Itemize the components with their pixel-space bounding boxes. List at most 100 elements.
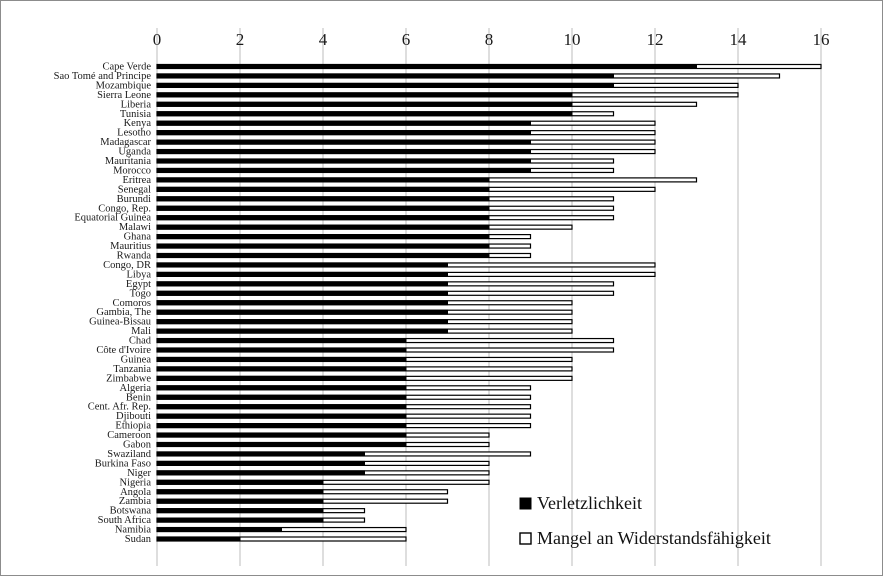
category-label-tunisia: Tunisia [120,109,151,120]
bar-verletzlichkeit-namibia [156,527,282,533]
category-label-rwanda: Rwanda [117,251,152,262]
x-tick-label-2: 2 [236,30,245,49]
bar-verletzlichkeit-tanzania [156,366,407,372]
x-tick-label-14: 14 [730,30,748,49]
bar-verletzlichkeit-mauritania [156,158,531,164]
category-label-sudan: Sudan [125,534,152,545]
category-label-sao-tom-and-principe: Sao Tomé and Principe [54,71,152,82]
legend-label-mangel-an-widerstandsfaehigkeit: Mangel an Widerstandsfähigkeit [537,528,771,548]
bar-verletzlichkeit-south-africa [156,517,324,523]
bar-verletzlichkeit-equatorial-guinea [156,215,490,221]
bar-verletzlichkeit-guinea-bissau [156,319,448,325]
category-label-liberia: Liberia [121,99,152,110]
category-label-nigeria: Nigeria [120,477,152,488]
category-label-mauritania: Mauritania [105,156,151,167]
category-label-uganda: Uganda [118,147,151,158]
bar-verletzlichkeit-congo-dr [156,262,448,268]
category-label-guinea: Guinea [121,354,152,365]
bar-verletzlichkeit-senegal [156,186,490,192]
category-label-congo-rep: Congo, Rep. [98,203,151,214]
bar-verletzlichkeit-libya [156,271,448,277]
category-label-angola: Angola [120,487,151,498]
bar-verletzlichkeit-congo-rep [156,205,490,211]
category-label-equatorial-guinea: Equatorial Guinea [74,213,151,224]
legend-swatch-mangel-an-widerstandsfaehigkeit [519,532,532,545]
bar-verletzlichkeit-mauritius [156,243,490,249]
bar-verletzlichkeit-c-te-d-ivoire [156,347,407,353]
bar-verletzlichkeit-zimbabwe [156,375,407,381]
category-label-ghana: Ghana [124,232,152,243]
bar-verletzlichkeit-gabon [156,442,407,447]
bar-verletzlichkeit-mozambique [156,82,614,88]
bar-verletzlichkeit-sudan [156,536,241,542]
bar-verletzlichkeit-cent-afr-rep [156,404,407,410]
category-label-morocco: Morocco [113,165,151,176]
category-label-algeria: Algeria [120,383,152,394]
x-tick-label-16: 16 [813,30,830,49]
bar-verletzlichkeit-cameroon [156,432,407,438]
bar-verletzlichkeit-rwanda [156,253,490,258]
bar-verletzlichkeit-botswana [156,508,324,514]
x-axis-tick-labels: 0 2 4 6 8 10 12 14 16 [153,30,830,49]
category-label-gambia-the: Gambia, The [96,307,151,318]
bar-verletzlichkeit-sierra-leone [156,92,573,98]
category-label-c-te-d-ivoire: Côte d'Ivoire [96,345,151,356]
x-tick-label-12: 12 [647,30,664,49]
bar-verletzlichkeit-lesotho [156,130,531,136]
category-label-swaziland: Swaziland [107,449,151,460]
category-label-sierra-leone: Sierra Leone [97,90,151,101]
category-label-lesotho: Lesotho [117,128,151,139]
bar-verletzlichkeit-swaziland [156,451,365,457]
category-label-guinea-bissau: Guinea-Bissau [89,317,152,328]
bar-verletzlichkeit-madagascar [156,139,531,145]
bar-verletzlichkeit-malawi [156,224,490,230]
bar-verletzlichkeit-uganda [156,149,531,155]
category-label-eritrea: Eritrea [122,175,151,186]
category-label-congo-dr: Congo, DR [103,260,151,271]
bar-verletzlichkeit-nigeria [156,479,324,485]
bar-verletzlichkeit-ghana [156,234,490,240]
category-label-gabon: Gabon [123,440,152,451]
bar-verletzlichkeit-liberia [156,101,573,107]
category-label-niger: Niger [127,468,151,479]
bar-verletzlichkeit-mali [156,328,448,334]
bar-verletzlichkeit-ethiopia [156,423,407,429]
x-tick-label-10: 10 [564,30,581,49]
category-label-chad: Chad [129,336,152,347]
x-tick-label-0: 0 [153,30,162,49]
bar-verletzlichkeit-angola [156,489,324,495]
category-label-togo: Togo [130,288,151,299]
category-label-ethiopia: Ethiopia [115,421,151,432]
category-label-senegal: Senegal [118,184,151,195]
x-tick-label-8: 8 [485,30,494,49]
category-label-burkina-faso: Burkina Faso [95,458,151,469]
x-tick-label-6: 6 [402,30,411,49]
bar-verletzlichkeit-burundi [156,196,490,202]
bar-verletzlichkeit-burkina-faso [156,460,365,466]
category-label-cent-afr-rep: Cent. Afr. Rep. [88,402,151,413]
x-tick-label-4: 4 [319,30,328,49]
bar-verletzlichkeit-zambia [156,498,324,504]
category-label-kenya: Kenya [124,118,152,129]
bar-verletzlichkeit-comoros [156,300,448,306]
bar-verletzlichkeit-chad [156,338,407,344]
bar-verletzlichkeit-tunisia [156,111,573,117]
bar-verletzlichkeit-gambia-the [156,309,448,315]
bar-verletzlichkeit-benin [156,394,407,400]
category-label-mozambique: Mozambique [96,80,152,91]
bar-verletzlichkeit-guinea [156,356,407,362]
legend-swatch-verletzlichkeit [519,497,532,510]
category-label-madagascar: Madagascar [100,137,151,148]
category-label-namibia: Namibia [115,525,151,536]
category-label-south-africa: South Africa [98,515,152,526]
category-label-cape-verde: Cape Verde [103,62,152,73]
category-label-benin: Benin [126,392,152,403]
category-label-zambia: Zambia [119,496,151,507]
bar-verletzlichkeit-cape-verde [156,64,697,69]
bar-verletzlichkeit-sao-tom-and-principe [156,73,614,79]
bar-verletzlichkeit-egypt [156,281,448,287]
category-label-tanzania: Tanzania [113,364,151,375]
category-label-comoros: Comoros [112,298,151,309]
